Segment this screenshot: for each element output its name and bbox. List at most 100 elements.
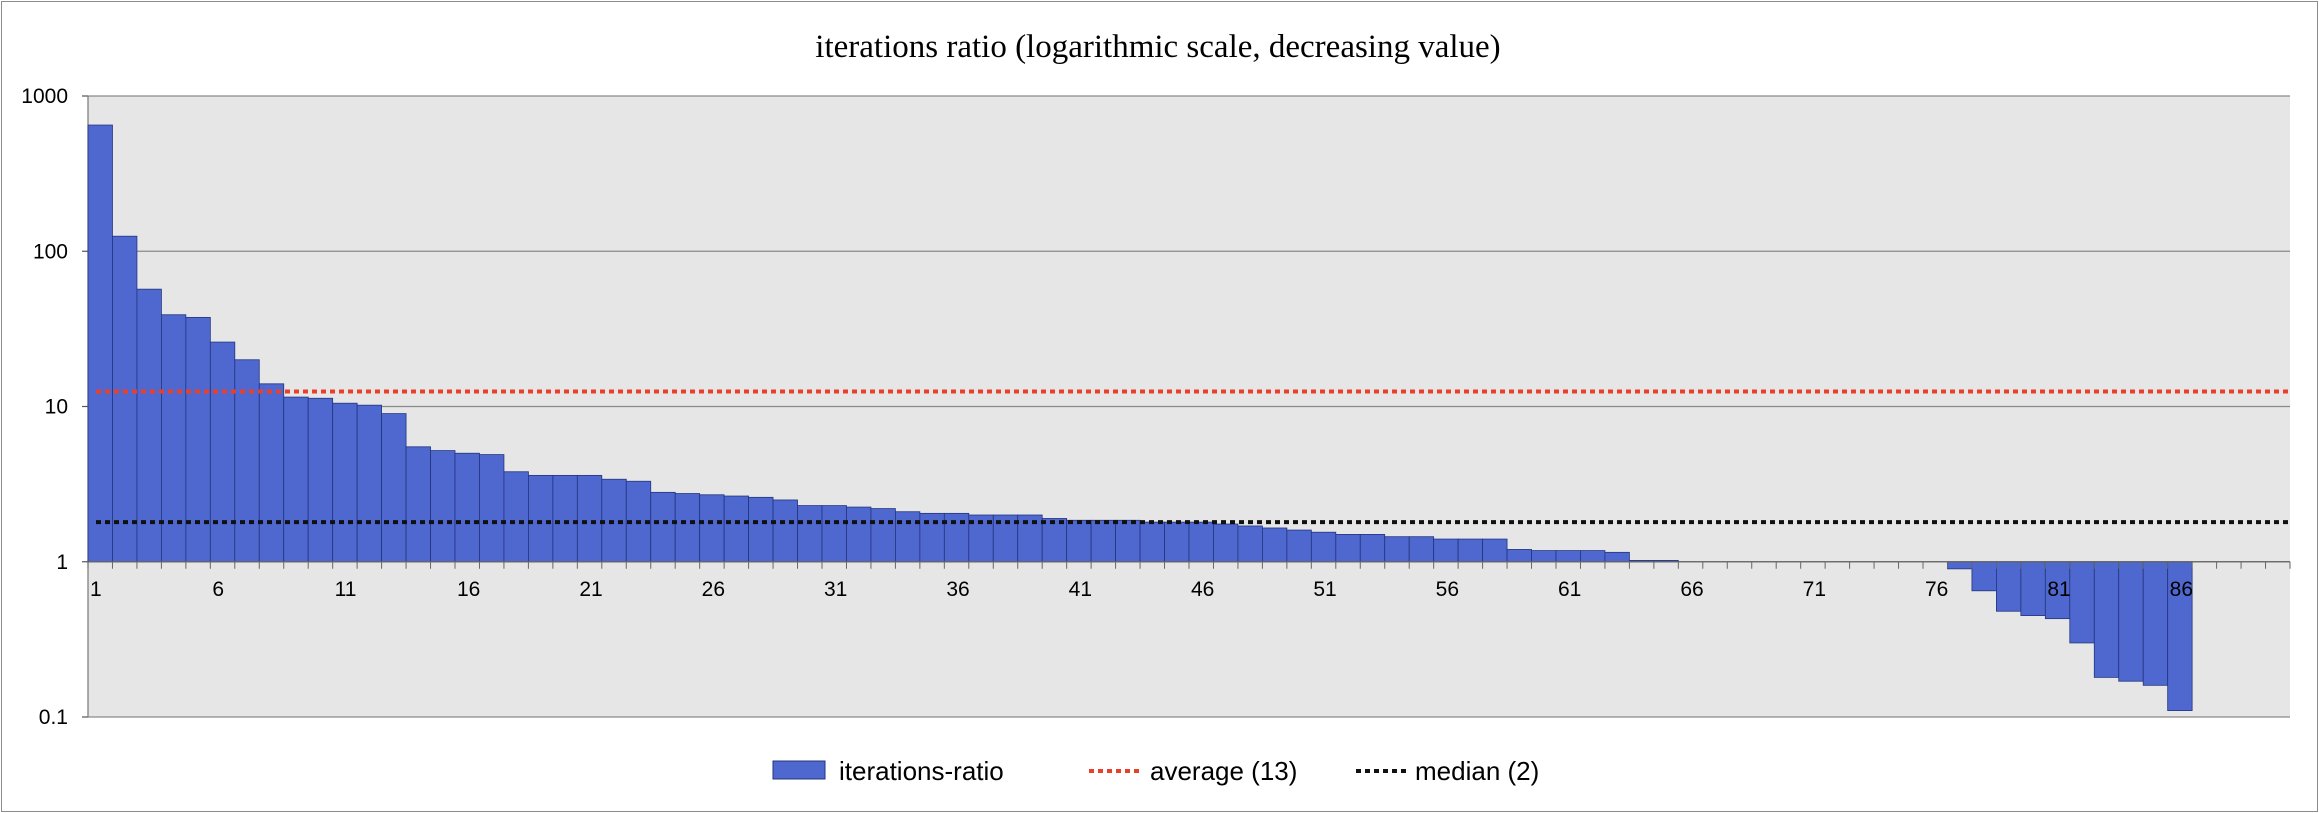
- bar: [1457, 538, 1483, 563]
- bar: [1555, 550, 1581, 563]
- y-tick-label: 100: [33, 240, 68, 263]
- legend-label-median: median (2): [1415, 756, 1539, 786]
- bar: [552, 474, 578, 563]
- x-tick-label: 46: [1191, 578, 1214, 601]
- bar: [1482, 538, 1508, 563]
- x-tick-label: 66: [1680, 578, 1703, 601]
- bar: [258, 383, 285, 563]
- bar: [356, 404, 382, 563]
- legend-swatch-iterations-ratio: [772, 760, 826, 780]
- bar: [1408, 536, 1435, 563]
- bar: [650, 491, 676, 563]
- bar: [1310, 531, 1337, 563]
- bar: [528, 474, 554, 563]
- bar: [87, 124, 113, 563]
- bar: [2069, 561, 2095, 644]
- bar: [430, 450, 456, 563]
- bar: [332, 402, 358, 563]
- bar: [1335, 534, 1361, 563]
- bar: [1164, 521, 1190, 563]
- legend-label-average: average (13): [1150, 756, 1297, 786]
- bar: [2167, 561, 2193, 711]
- bar: [160, 314, 187, 563]
- bar: [1996, 561, 2022, 612]
- y-tick-label: 1: [56, 551, 68, 574]
- bar: [1506, 549, 1532, 563]
- bar: [2118, 561, 2144, 682]
- bar: [674, 493, 701, 563]
- y-tick-label: 1000: [21, 85, 68, 108]
- bar: [1066, 519, 1092, 563]
- bar: [479, 454, 505, 563]
- bar: [234, 359, 260, 563]
- bar: [185, 316, 211, 563]
- x-tick-label: 51: [1313, 578, 1336, 601]
- x-tick-label: 41: [1069, 578, 1092, 601]
- bar: [748, 496, 774, 563]
- bar: [1531, 550, 1557, 563]
- bar: [1139, 521, 1165, 563]
- bar: [1041, 518, 1068, 563]
- x-tick-label: 1: [90, 578, 102, 601]
- x-tick-label: 86: [2170, 578, 2193, 601]
- bar: [283, 396, 309, 563]
- bar: [846, 506, 872, 563]
- bar: [1384, 536, 1410, 563]
- bar: [1286, 529, 1312, 563]
- x-tick-label: 81: [2047, 578, 2070, 601]
- bar: [699, 494, 725, 563]
- bar: [943, 512, 970, 563]
- bar: [2044, 561, 2071, 620]
- x-tick-label: 16: [457, 578, 480, 601]
- x-tick-label: 71: [1803, 578, 1826, 601]
- bar: [1213, 523, 1239, 563]
- bar: [503, 471, 529, 563]
- bar: [895, 511, 921, 563]
- legend: iterations-ratio average (13) median (2): [772, 756, 1539, 786]
- x-tick-label: 31: [824, 578, 847, 601]
- x-tick-label: 61: [1558, 578, 1581, 601]
- y-tick-label: 10: [45, 396, 68, 419]
- x-tick-label: 26: [702, 578, 725, 601]
- bar: [209, 341, 236, 563]
- bar: [2142, 561, 2169, 686]
- bar: [2093, 561, 2120, 678]
- bar: [1017, 514, 1043, 563]
- bar: [1090, 519, 1116, 563]
- bar: [1188, 521, 1214, 563]
- bar: [772, 499, 798, 563]
- bar: [112, 235, 138, 563]
- x-tick-label: 21: [579, 578, 602, 601]
- x-tick-label: 56: [1436, 578, 1459, 601]
- x-tick-label: 11: [335, 578, 357, 601]
- bar: [307, 397, 334, 563]
- bar: [1433, 538, 1459, 563]
- bar: [1604, 551, 1630, 563]
- bar: [1580, 550, 1606, 563]
- bar: [1947, 561, 1973, 570]
- bar: [919, 512, 945, 563]
- bar: [405, 446, 431, 563]
- bar: [821, 505, 847, 563]
- bar: [136, 288, 162, 563]
- y-tick-label: 0.1: [39, 706, 68, 729]
- bar: [1359, 534, 1386, 563]
- bar: [381, 413, 407, 563]
- bar: [1971, 561, 1997, 592]
- bar: [454, 452, 480, 563]
- bar: [576, 474, 603, 563]
- bar: [870, 508, 896, 563]
- bar: [1115, 519, 1141, 563]
- legend-label-iterations-ratio: iterations-ratio: [839, 756, 1004, 786]
- bar: [797, 505, 823, 563]
- x-tick-label: 36: [946, 578, 969, 601]
- chart-title: iterations ratio (logarithmic scale, dec…: [815, 29, 1500, 65]
- bar: [1237, 525, 1263, 563]
- bar: [723, 495, 750, 563]
- x-tick-label: 6: [212, 578, 224, 601]
- x-tick-label: 76: [1925, 578, 1948, 601]
- bar: [2020, 561, 2046, 616]
- bar: [1262, 527, 1288, 563]
